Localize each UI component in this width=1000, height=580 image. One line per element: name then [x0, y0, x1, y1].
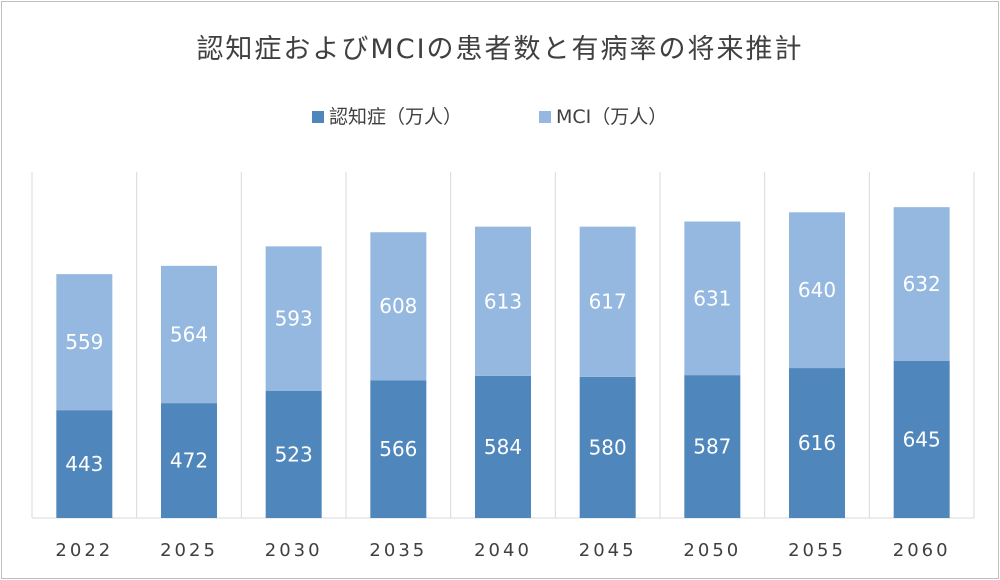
bar-dementia	[579, 376, 636, 518]
data-label-mci: 632	[903, 272, 941, 296]
data-label-mci: 608	[379, 294, 417, 318]
data-label-dementia: 472	[170, 449, 208, 473]
bar-dementia	[370, 380, 427, 518]
data-labels: 443 559 472 564 523 593 566 608 584 613 580 617 587 6…	[65, 272, 941, 476]
data-label-mci: 559	[65, 330, 103, 354]
x-tick-label: 2055	[788, 540, 846, 561]
bar-dementia	[684, 375, 741, 518]
x-tick-label: 2035	[369, 540, 427, 561]
data-label-dementia: 443	[65, 452, 103, 476]
legend: 認知症（万人） MCI（万人）	[312, 106, 667, 128]
data-label-dementia: 587	[693, 435, 731, 459]
bar-dementia	[161, 403, 217, 518]
legend-label: MCI（万人）	[556, 106, 667, 128]
legend-item-dementia: 認知症（万人）	[312, 106, 462, 128]
x-tick-label: 2022	[55, 540, 113, 561]
bar-dementia	[789, 368, 845, 518]
data-label-mci: 640	[798, 278, 836, 302]
legend-item-mci: MCI（万人）	[539, 106, 667, 128]
bar-mci	[579, 226, 636, 377]
bar-dementia	[893, 361, 950, 518]
data-label-mci: 613	[484, 289, 522, 313]
bar-mci	[265, 246, 322, 391]
data-label-dementia: 566	[379, 437, 417, 461]
bar-mci	[370, 232, 427, 381]
x-tick-label: 2040	[474, 540, 532, 561]
bar-mci	[789, 212, 845, 369]
x-tick-label: 2045	[579, 540, 637, 561]
bar-dementia	[265, 390, 322, 518]
data-label-dementia: 523	[275, 442, 313, 466]
legend-swatch	[539, 111, 551, 123]
data-label-dementia: 584	[484, 435, 522, 459]
bar-mci	[56, 274, 113, 411]
data-label-dementia: 616	[798, 431, 836, 455]
x-tick-label: 2025	[160, 540, 218, 561]
x-tick-label: 2060	[893, 540, 951, 561]
bar-mci	[475, 226, 531, 376]
data-label-mci: 631	[693, 286, 731, 310]
bar-mci	[161, 265, 217, 404]
data-label-mci: 617	[589, 290, 627, 314]
data-label-dementia: 580	[589, 435, 627, 459]
bar-dementia	[475, 375, 531, 518]
legend-label: 認知症（万人）	[329, 106, 462, 128]
bar-mci	[684, 221, 741, 376]
data-label-mci: 564	[170, 322, 208, 346]
bars	[56, 207, 950, 518]
x-tick-label: 2050	[683, 540, 741, 561]
data-label-mci: 593	[275, 307, 313, 331]
chart-title: 認知症およびMCIの患者数と有病率の将来推計	[196, 34, 803, 65]
bar-dementia	[56, 410, 113, 518]
bar-mci	[893, 207, 950, 362]
data-label-dementia: 645	[903, 428, 941, 452]
x-tick-label: 2030	[265, 540, 323, 561]
legend-swatch	[312, 111, 324, 123]
x-axis: 2022 2025 2030 2035 2040 2045 2050 2055 2060	[55, 540, 951, 561]
